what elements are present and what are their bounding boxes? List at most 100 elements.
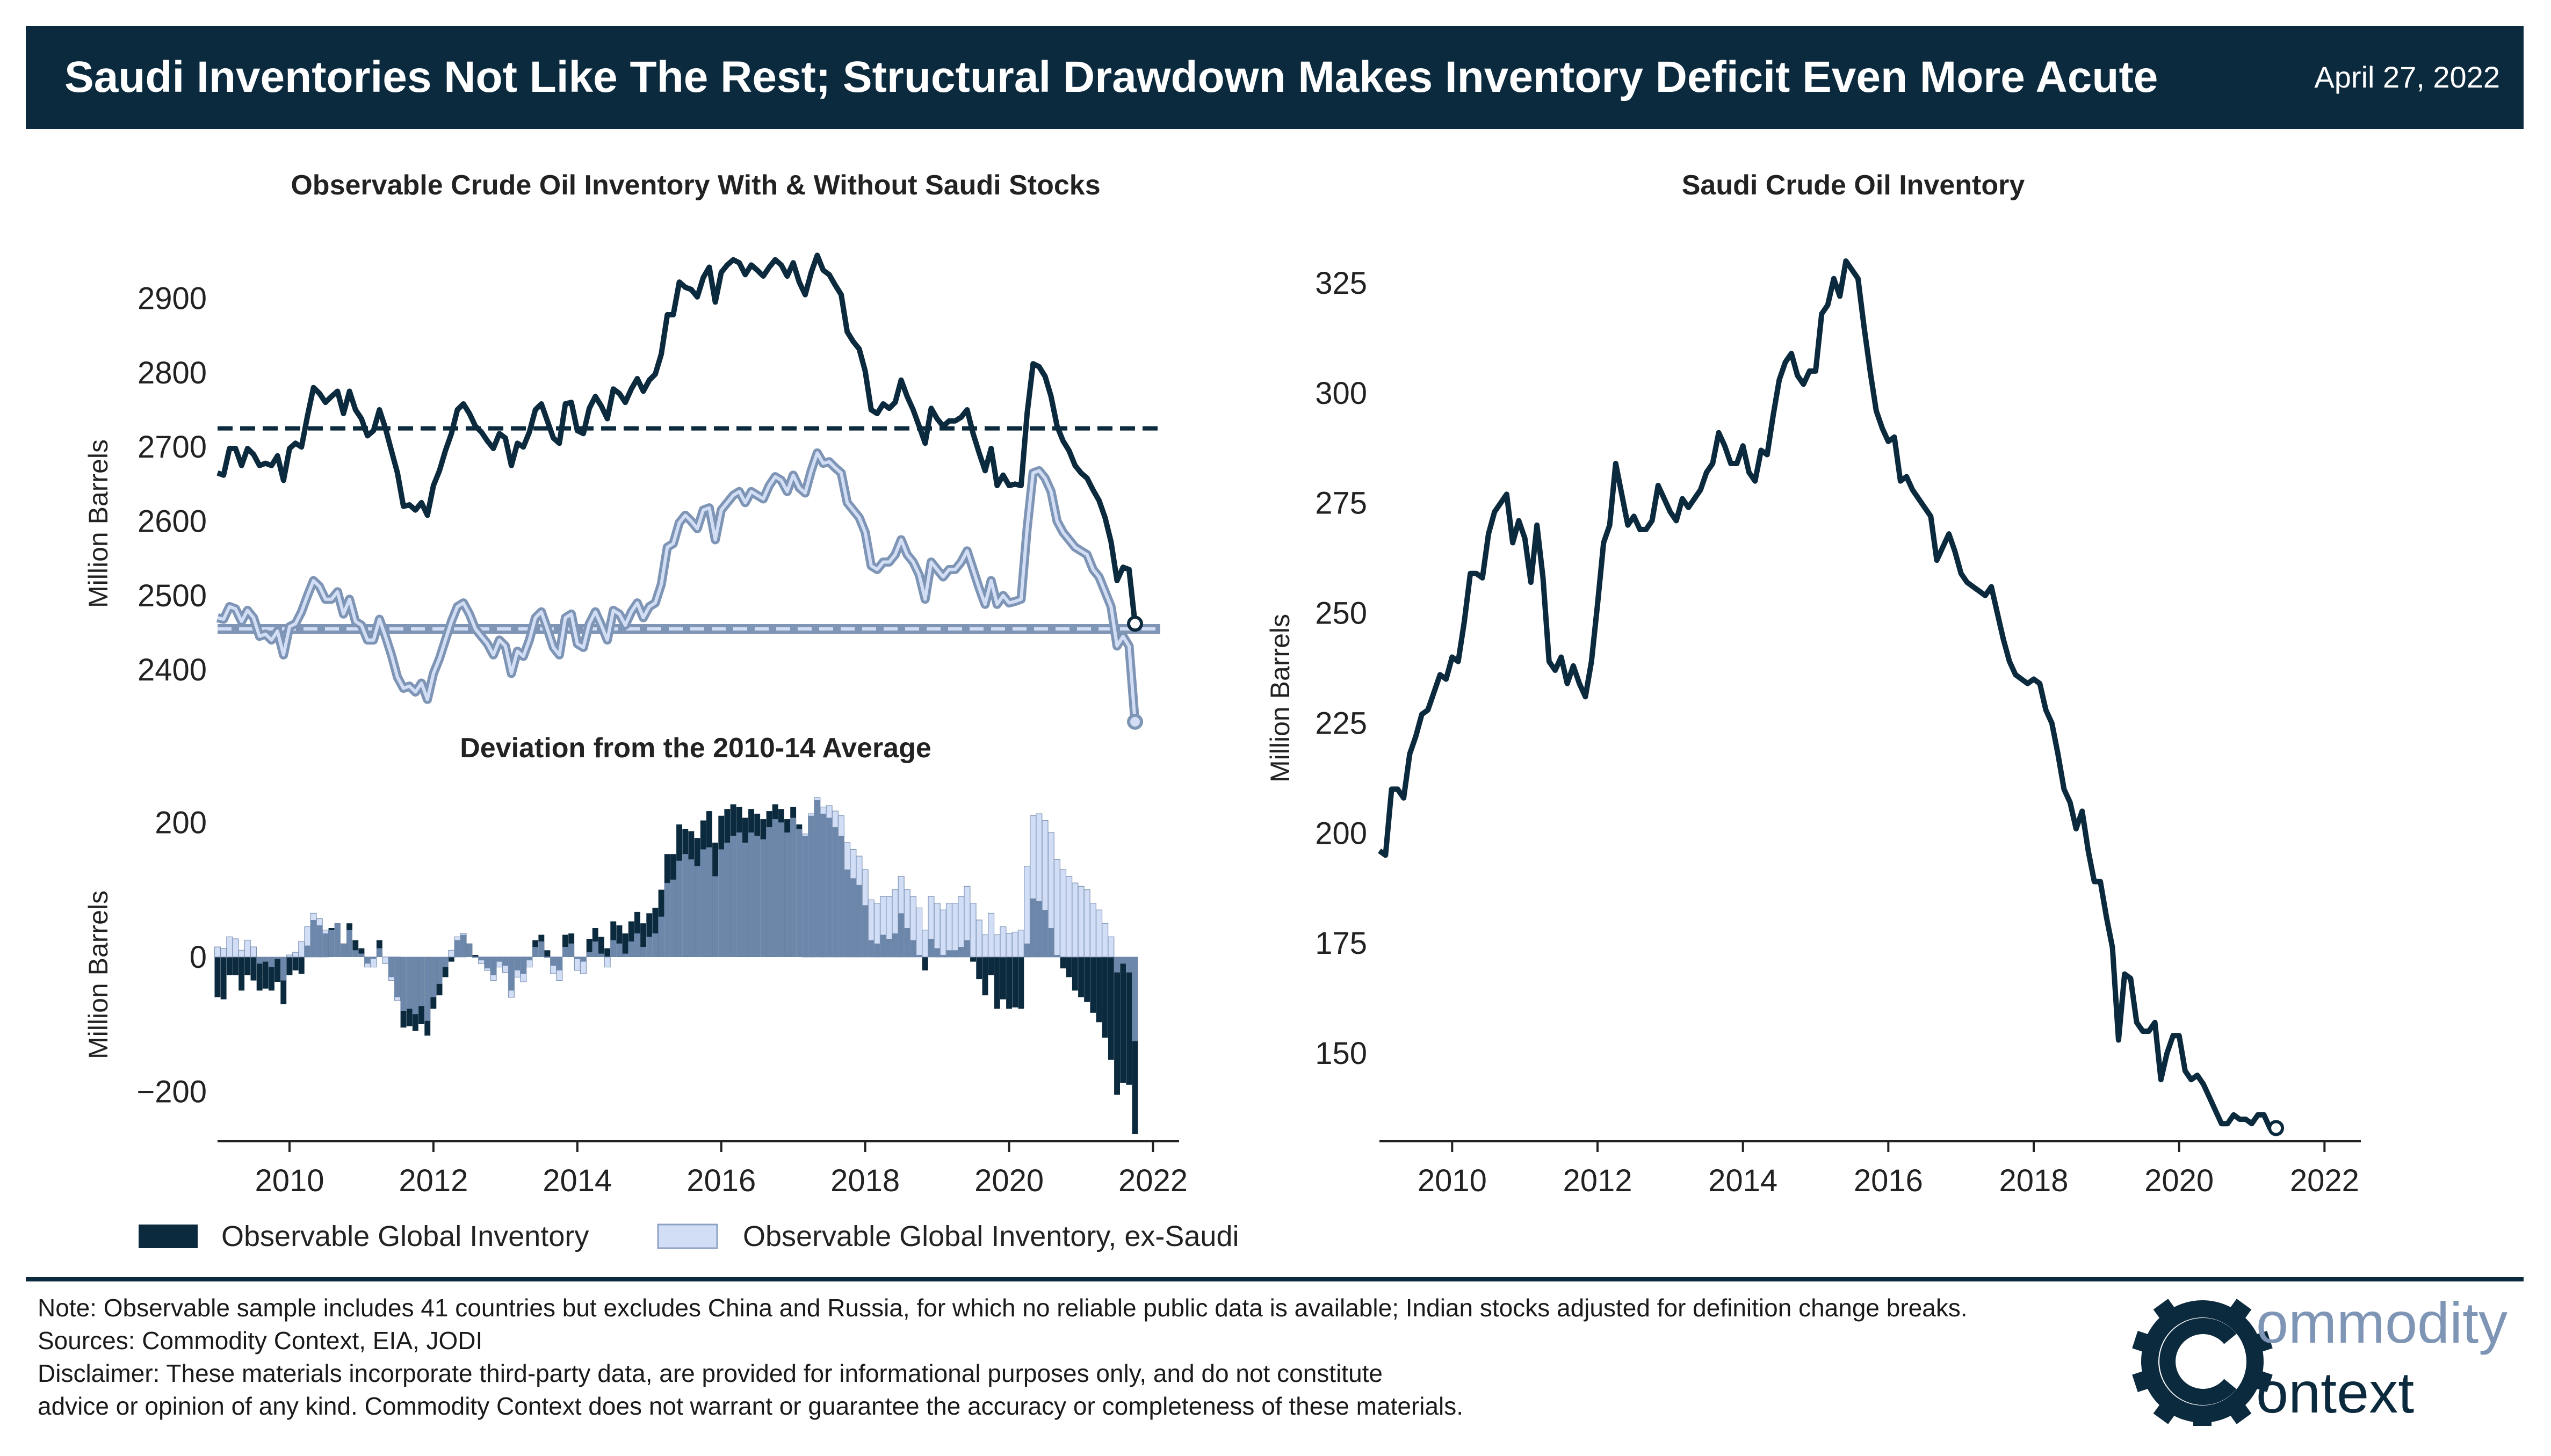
deviation-bar-global bbox=[1036, 901, 1042, 957]
x-tick-label: 2022 bbox=[1118, 1163, 1188, 1198]
report-date: April 27, 2022 bbox=[2314, 60, 2500, 94]
deviation-bar-global bbox=[964, 940, 970, 957]
legend-label-global: Observable Global Inventory bbox=[221, 1220, 589, 1252]
deviation-bar-global bbox=[520, 957, 526, 974]
y-tick-label: 175 bbox=[1315, 926, 1367, 961]
deviation-bar-ex-saudi bbox=[676, 860, 682, 957]
deviation-bar-global bbox=[598, 937, 604, 957]
logo-line-1: ommodity bbox=[2256, 1290, 2507, 1355]
deviation-bar-global bbox=[1006, 957, 1012, 1009]
deviation-bar-ex-saudi bbox=[341, 943, 346, 957]
deviation-bar-global bbox=[892, 933, 898, 957]
page-title: Saudi Inventories Not Like The Rest; Str… bbox=[64, 53, 2158, 102]
deviation-bar-ex-saudi bbox=[406, 957, 413, 1009]
deviation-bar-global bbox=[448, 957, 454, 962]
deviation-bar-ex-saudi bbox=[250, 946, 257, 958]
deviation-bar-ex-saudi bbox=[1078, 886, 1085, 958]
deviation-bar-global bbox=[1000, 957, 1006, 999]
deviation-bar-global bbox=[952, 950, 958, 957]
deviation-bar-ex-saudi bbox=[640, 947, 646, 957]
deviation-bar-ex-saudi bbox=[652, 933, 659, 957]
deviation-bar-ex-saudi bbox=[790, 817, 797, 957]
x-tick-label: 2016 bbox=[686, 1163, 756, 1198]
x-tick-label: 2018 bbox=[830, 1163, 900, 1198]
series-line-saudi bbox=[1378, 258, 2277, 1131]
deviation-bar-ex-saudi bbox=[274, 957, 281, 959]
deviation-bar-global bbox=[472, 955, 479, 957]
deviation-bar-global bbox=[364, 957, 371, 964]
deviation-bar-global bbox=[802, 836, 808, 957]
deviation-bar-global bbox=[850, 878, 856, 957]
deviation-bar-global bbox=[994, 957, 1000, 1009]
deviation-bar-global bbox=[832, 827, 839, 957]
x-tick-label: 2010 bbox=[1418, 1163, 1487, 1198]
deviation-bar-global bbox=[1096, 957, 1102, 1023]
deviation-bar-ex-saudi bbox=[646, 937, 653, 957]
deviation-bar-ex-saudi bbox=[945, 903, 952, 958]
deviation-bar-ex-saudi bbox=[346, 930, 352, 957]
y-tick-label: 2700 bbox=[138, 430, 207, 465]
deviation-bar-global bbox=[280, 957, 287, 1004]
deviation-bar-global bbox=[880, 935, 886, 957]
deviation-bar-ex-saudi bbox=[1006, 933, 1013, 958]
deviation-bar-global bbox=[526, 957, 532, 961]
deviation-bar-ex-saudi bbox=[772, 819, 778, 957]
legend-swatch-global bbox=[139, 1225, 198, 1248]
deviation-bar-ex-saudi bbox=[382, 957, 389, 964]
deviation-bar-ex-saudi bbox=[262, 957, 269, 962]
deviation-bar-ex-saudi bbox=[682, 854, 689, 957]
deviation-bar-ex-saudi bbox=[694, 866, 700, 957]
deviation-bar-global bbox=[274, 957, 281, 982]
footer-divider bbox=[26, 1277, 2524, 1281]
deviation-bar-ex-saudi bbox=[1000, 926, 1007, 958]
x-tick-label: 2012 bbox=[1563, 1163, 1632, 1198]
y-tick-label: 150 bbox=[1315, 1036, 1367, 1071]
series-line-ex-saudi bbox=[217, 451, 1137, 722]
deviation-bar-global bbox=[562, 935, 568, 957]
x-tick-label: 2014 bbox=[1708, 1163, 1777, 1198]
deviation-bar-global bbox=[244, 957, 251, 975]
deviation-bar-ex-saudi bbox=[430, 957, 437, 997]
deviation-bar-ex-saudi bbox=[244, 939, 251, 958]
deviation-bar-global bbox=[286, 957, 293, 975]
deviation-bar-ex-saudi bbox=[724, 842, 731, 957]
deviation-bar-ex-saudi bbox=[784, 832, 790, 957]
deviation-bar-global bbox=[1060, 957, 1066, 969]
deviation-bar-ex-saudi bbox=[424, 957, 431, 1021]
deviation-bar-ex-saudi bbox=[586, 952, 592, 957]
deviation-bar-global bbox=[874, 943, 880, 957]
deviation-bar-global bbox=[844, 870, 850, 957]
deviation-bar-ex-saudi bbox=[610, 940, 617, 957]
deviation-bar-ex-saudi bbox=[664, 883, 670, 957]
deviation-bar-global bbox=[1078, 957, 1084, 997]
saudi-y-axis-label: Million Barrels bbox=[1265, 614, 1295, 783]
deviation-bar-global bbox=[976, 957, 982, 980]
deviation-bar-ex-saudi bbox=[987, 912, 995, 958]
y-tick-label: 2600 bbox=[138, 504, 207, 539]
footer-disclaimer-line-1: Disclaimer: These materials incorporate … bbox=[38, 1359, 1383, 1387]
deviation-bar-global bbox=[478, 957, 485, 961]
y-tick-label: 325 bbox=[1315, 266, 1367, 301]
deviation-bar-global bbox=[1018, 957, 1024, 1009]
deviation-bar-ex-saudi bbox=[442, 957, 449, 967]
inventory-line-chart: Observable Crude Oil Inventory With & Wi… bbox=[83, 170, 1160, 730]
deviation-bar-ex-saudi bbox=[1120, 957, 1126, 964]
y-tick-label: 225 bbox=[1315, 706, 1367, 741]
legend-swatch-ex-saudi bbox=[657, 1223, 718, 1249]
deviation-bar-global bbox=[586, 939, 592, 957]
deviation-bar-ex-saudi bbox=[975, 919, 982, 958]
deviation-bar-global bbox=[502, 957, 509, 966]
deviation-bar-ex-saudi bbox=[400, 957, 407, 1011]
deviation-bar-global bbox=[484, 957, 490, 969]
deviation-bar-global bbox=[616, 925, 623, 957]
footer-note: Note: Observable sample includes 41 coun… bbox=[38, 1294, 1968, 1322]
x-tick-label: 2022 bbox=[2290, 1163, 2359, 1198]
deviation-bar-global bbox=[910, 940, 916, 957]
deviation-bar-global bbox=[886, 939, 892, 957]
deviation-bar-ex-saudi bbox=[778, 822, 784, 957]
deviation-bar-ex-saudi bbox=[1083, 889, 1090, 958]
charts-area: Observable Crude Oil Inventory With & Wi… bbox=[83, 170, 2361, 1252]
y-tick-label: 200 bbox=[155, 805, 207, 840]
footer-sources: Sources: Commodity Context, EIA, JODI bbox=[38, 1327, 483, 1354]
deviation-bar-global bbox=[622, 933, 628, 957]
